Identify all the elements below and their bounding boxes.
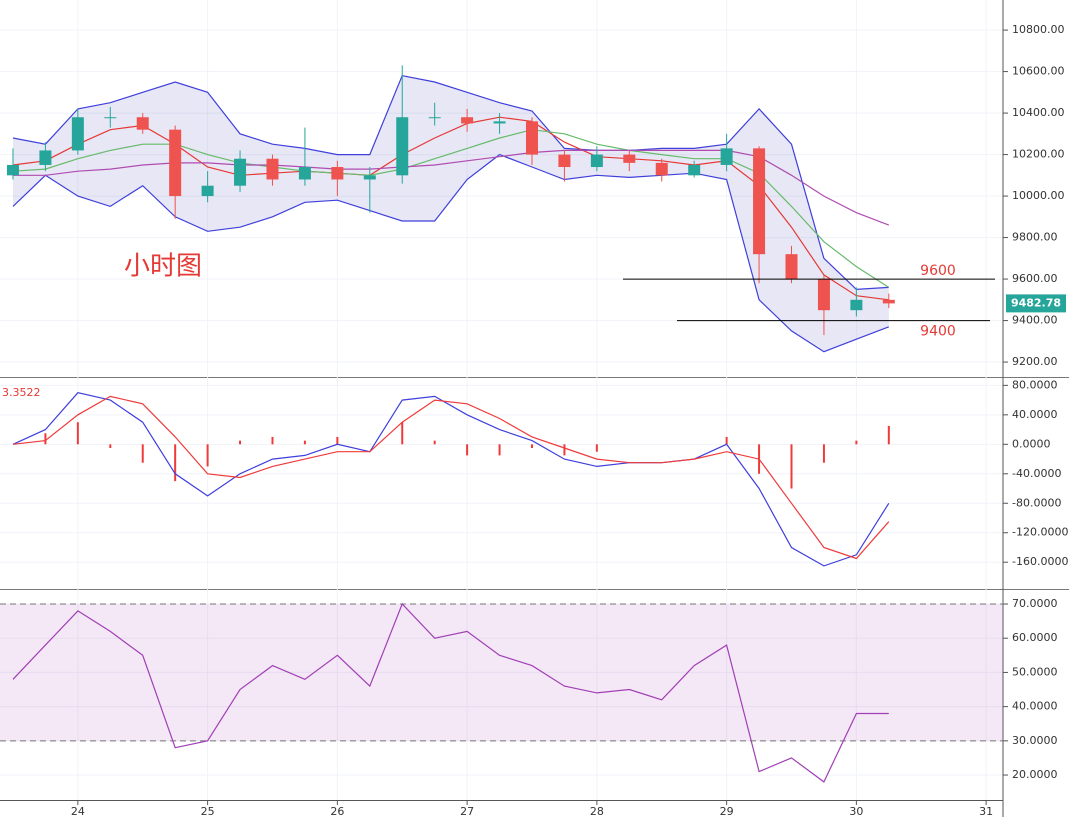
candle-body <box>493 121 506 124</box>
candle-body <box>266 158 279 180</box>
moving-average <box>13 149 890 226</box>
y-tick-label: -120.0000 <box>1012 526 1068 539</box>
candle-body <box>558 154 571 168</box>
candle-body <box>298 167 311 180</box>
y-tick-label: 0.0000 <box>1012 437 1051 450</box>
y-tick-label: 40.0000 <box>1012 408 1058 421</box>
x-tick-label: 24 <box>71 805 85 817</box>
y-tick-label: 9200.00 <box>1012 355 1058 368</box>
candle-body <box>169 129 182 197</box>
y-tick-label: 80.0000 <box>1012 378 1058 391</box>
x-tick-label: 31 <box>979 805 993 817</box>
level-label: 9400 <box>920 324 956 340</box>
candle-body <box>136 117 149 130</box>
candle-body <box>655 162 668 176</box>
x-tick-label: 28 <box>590 805 604 817</box>
y-tick-label: 10400.00 <box>1012 106 1065 119</box>
candle-body <box>363 175 376 180</box>
candle-body <box>331 167 344 180</box>
candle-body <box>234 158 247 186</box>
signal-line <box>12 395 890 560</box>
y-tick-label: 20.0000 <box>1012 768 1058 781</box>
y-tick-label: 60.0000 <box>1012 631 1058 644</box>
level-label: 9600 <box>920 263 956 279</box>
candle-body <box>428 117 441 119</box>
x-tick-label: 29 <box>720 805 734 817</box>
moving-average <box>12 129 890 288</box>
y-tick-label: 40.0000 <box>1012 700 1058 713</box>
candle-body <box>720 148 733 165</box>
y-tick-label: 70.0000 <box>1012 597 1058 610</box>
macd-line <box>12 392 890 567</box>
y-tick-label: 10000.00 <box>1012 189 1065 202</box>
candle-body <box>882 299 895 304</box>
candle-body <box>396 117 409 176</box>
candle-body <box>623 154 636 163</box>
band-upper <box>12 75 889 291</box>
histogram-bar <box>725 436 728 445</box>
histogram-bar <box>855 440 858 445</box>
histogram-bar <box>498 444 501 456</box>
histogram-bar <box>141 444 144 463</box>
y-tick-label: 50.0000 <box>1012 665 1058 678</box>
y-tick-label: 10200.00 <box>1012 148 1065 161</box>
histogram-bar <box>595 444 598 452</box>
y-tick-label: 9400.00 <box>1012 314 1058 327</box>
candle-body <box>785 254 798 280</box>
histogram-bar <box>271 436 274 445</box>
histogram-bar <box>44 433 47 445</box>
histogram-bar <box>76 422 79 445</box>
candle-body <box>6 164 19 176</box>
rsi-band <box>0 604 1003 741</box>
candle-body <box>688 164 701 176</box>
y-tick-label: -160.0000 <box>1012 555 1068 568</box>
y-tick-label: 10600.00 <box>1012 65 1065 78</box>
histogram-bar <box>822 444 825 463</box>
candle-body <box>104 117 117 119</box>
rsi-line <box>12 602 889 783</box>
band-area <box>12 75 889 352</box>
candle-body <box>201 185 214 197</box>
y-tick-label: 9600.00 <box>1012 272 1058 285</box>
chart-title: 小时图 <box>124 252 202 282</box>
band-lower <box>12 153 890 353</box>
x-tick-label: 27 <box>460 805 474 817</box>
candle-body <box>590 154 603 168</box>
candle-body <box>817 279 830 311</box>
candle-body <box>850 299 863 311</box>
x-tick-label: 25 <box>201 805 215 817</box>
candle-body <box>39 150 52 165</box>
histogram-bar <box>790 444 793 489</box>
histogram-bar <box>887 425 890 445</box>
candle-body <box>753 148 766 255</box>
histogram-bar <box>401 422 404 445</box>
candle-body <box>461 117 474 124</box>
histogram-bar <box>239 440 242 445</box>
y-tick-label: 10800.00 <box>1012 23 1065 36</box>
histogram-bar <box>466 444 469 456</box>
histogram-bar <box>109 444 112 448</box>
y-tick-label: -80.0000 <box>1012 496 1061 509</box>
y-tick-label: -40.0000 <box>1012 467 1061 480</box>
price-tag-label: 9482.78 <box>1011 296 1061 309</box>
histogram-bar <box>336 436 339 445</box>
moving-average <box>12 116 889 301</box>
y-tick-label: 30.0000 <box>1012 734 1058 747</box>
candle-body <box>525 121 538 155</box>
candle-body <box>71 117 84 151</box>
histogram-bar <box>206 444 209 467</box>
price-tag <box>1006 294 1066 313</box>
y-tick-label: 9800.00 <box>1012 231 1058 244</box>
histogram-bar <box>303 440 306 445</box>
histogram-bar <box>433 440 436 445</box>
histogram-bar <box>174 444 177 482</box>
x-tick-label: 26 <box>330 805 344 817</box>
x-tick-label: 30 <box>849 805 863 817</box>
indicator-label: 3.3522 <box>2 386 41 399</box>
histogram-bar <box>530 444 533 448</box>
histogram-bar <box>563 444 566 456</box>
